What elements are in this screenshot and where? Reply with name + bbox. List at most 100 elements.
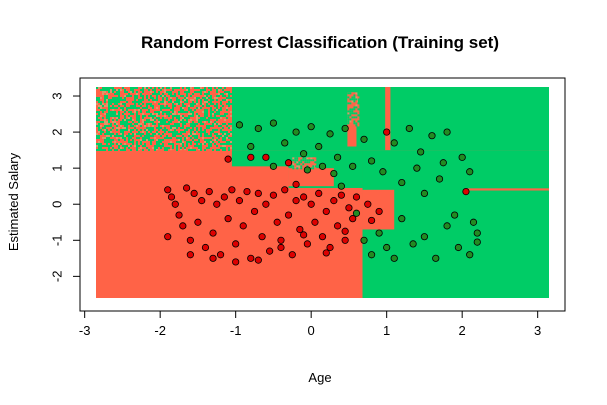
noise-pixel bbox=[194, 119, 196, 121]
noise-pixel bbox=[200, 119, 202, 121]
noise-pixel bbox=[184, 145, 186, 147]
noise-pixel bbox=[130, 133, 132, 135]
noise-pixel bbox=[224, 107, 226, 109]
noise-pixel bbox=[204, 119, 206, 121]
region-class-0 bbox=[288, 168, 334, 187]
noise-pixel bbox=[130, 93, 132, 95]
noise-pixel bbox=[126, 113, 128, 115]
noise-pixel bbox=[296, 157, 299, 160]
noise-pixel bbox=[178, 131, 180, 133]
noise-pixel bbox=[178, 99, 180, 101]
noise-pixel bbox=[172, 129, 174, 131]
noise-pixel bbox=[158, 147, 160, 149]
noise-pixel bbox=[357, 110, 360, 113]
noise-pixel bbox=[222, 131, 224, 133]
noise-pixel bbox=[156, 129, 158, 131]
noise-pixel bbox=[122, 99, 124, 101]
noise-pixel bbox=[136, 117, 138, 119]
noise-pixel bbox=[220, 105, 222, 107]
noise-pixel bbox=[210, 143, 212, 145]
point-class-0 bbox=[277, 243, 285, 252]
noise-pixel bbox=[198, 97, 200, 99]
noise-pixel bbox=[196, 141, 198, 143]
point-class-1 bbox=[473, 229, 481, 237]
noise-pixel bbox=[162, 97, 164, 99]
noise-pixel bbox=[132, 123, 134, 125]
noise-pixel bbox=[351, 120, 354, 123]
noise-pixel bbox=[122, 121, 124, 123]
noise-pixel bbox=[126, 109, 128, 111]
noise-pixel bbox=[230, 99, 232, 101]
noise-pixel bbox=[214, 125, 216, 127]
noise-pixel bbox=[148, 105, 150, 107]
noise-pixel bbox=[347, 116, 350, 119]
noise-pixel bbox=[116, 111, 118, 113]
noise-pixel bbox=[347, 122, 350, 125]
noise-pixel bbox=[222, 115, 224, 117]
noise-pixel bbox=[132, 133, 134, 135]
noise-pixel bbox=[160, 89, 162, 91]
x-tick-label: 2 bbox=[459, 323, 466, 338]
noise-pixel bbox=[120, 141, 122, 143]
noise-pixel bbox=[168, 143, 170, 145]
noise-pixel bbox=[216, 113, 218, 115]
noise-pixel bbox=[148, 147, 150, 149]
noise-pixel bbox=[126, 147, 128, 149]
noise-pixel bbox=[216, 117, 218, 119]
noise-pixel bbox=[132, 129, 134, 131]
noise-pixel bbox=[148, 119, 150, 121]
noise-pixel bbox=[222, 95, 224, 97]
noise-pixel bbox=[136, 111, 138, 113]
noise-pixel bbox=[212, 115, 214, 117]
point-class-0 bbox=[209, 254, 217, 262]
noise-pixel bbox=[104, 147, 106, 149]
noise-pixel bbox=[210, 111, 212, 113]
noise-pixel bbox=[128, 109, 130, 111]
noise-pixel bbox=[220, 103, 222, 105]
noise-pixel bbox=[108, 89, 110, 91]
noise-pixel bbox=[162, 87, 164, 89]
noise-pixel bbox=[196, 127, 198, 129]
noise-pixel bbox=[144, 117, 146, 119]
noise-pixel bbox=[206, 125, 208, 127]
noise-pixel bbox=[222, 113, 224, 115]
noise-pixel bbox=[136, 129, 138, 131]
noise-pixel bbox=[184, 101, 186, 103]
noise-pixel bbox=[202, 149, 204, 151]
noise-pixel bbox=[166, 103, 168, 105]
noise-pixel bbox=[160, 91, 162, 93]
point-class-1 bbox=[466, 251, 474, 259]
noise-pixel bbox=[138, 147, 140, 149]
noise-pixel bbox=[312, 163, 315, 166]
noise-pixel bbox=[176, 101, 178, 103]
noise-pixel bbox=[166, 99, 168, 101]
y-tick-label: 1 bbox=[49, 165, 64, 172]
noise-pixel bbox=[184, 115, 186, 117]
noise-pixel bbox=[132, 109, 134, 111]
noise-pixel bbox=[298, 163, 301, 166]
noise-pixel bbox=[156, 121, 158, 123]
noise-pixel bbox=[138, 133, 140, 135]
noise-pixel bbox=[226, 103, 228, 105]
point-class-1 bbox=[269, 119, 278, 127]
noise-pixel bbox=[146, 147, 148, 149]
noise-pixel bbox=[304, 163, 307, 166]
noise-pixel bbox=[150, 111, 152, 113]
noise-pixel bbox=[168, 113, 170, 115]
noise-pixel bbox=[172, 97, 174, 99]
noise-pixel bbox=[100, 99, 102, 101]
noise-pixel bbox=[220, 145, 222, 147]
noise-pixel bbox=[182, 139, 184, 141]
noise-pixel bbox=[202, 127, 204, 129]
noise-pixel bbox=[188, 139, 190, 141]
noise-pixel bbox=[198, 115, 200, 117]
point-class-0 bbox=[364, 200, 372, 208]
point-class-1 bbox=[473, 238, 481, 246]
noise-pixel bbox=[192, 135, 194, 137]
noise-pixel bbox=[162, 119, 164, 121]
x-tick-label: -2 bbox=[154, 323, 166, 338]
noise-pixel bbox=[172, 99, 174, 101]
noise-pixel bbox=[162, 127, 164, 129]
noise-pixel bbox=[198, 147, 200, 149]
noise-pixel bbox=[216, 147, 218, 149]
